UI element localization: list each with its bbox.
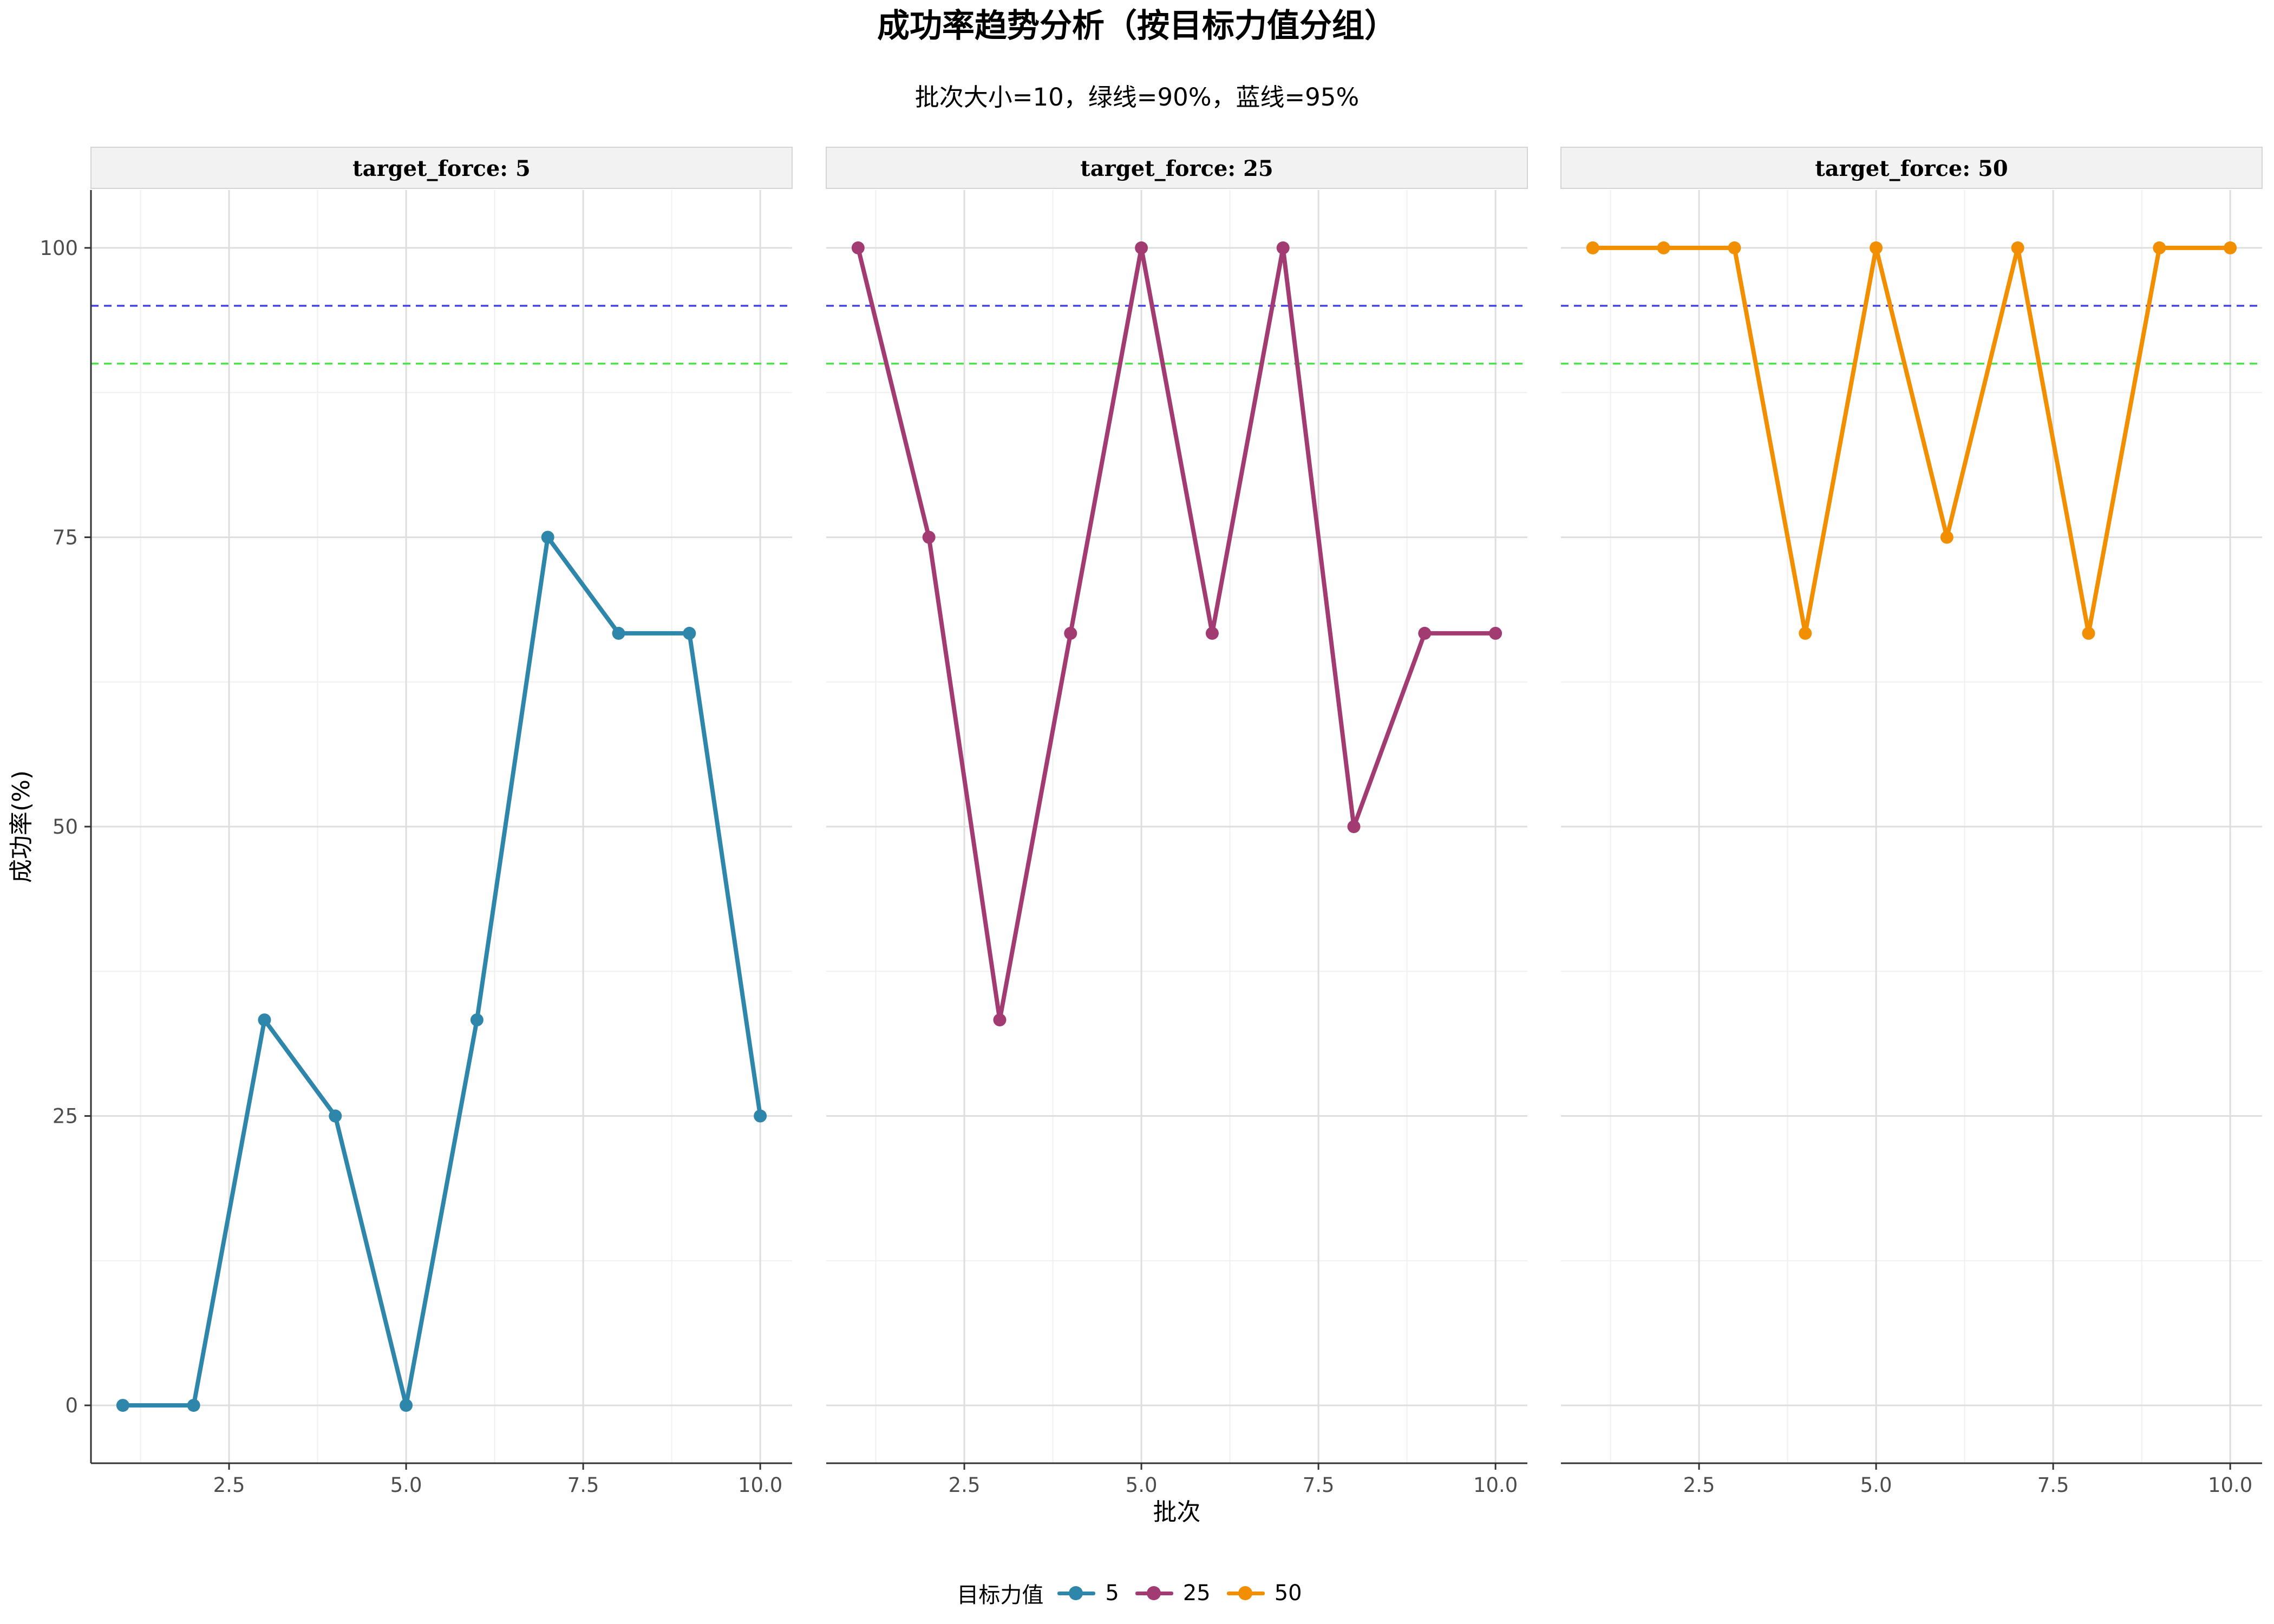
- legend-item-25: 25: [1134, 1581, 1211, 1606]
- legend-key-25: [1134, 1582, 1174, 1604]
- facet-strip: [826, 147, 1528, 189]
- x-axis-title: 批次: [1153, 1498, 1201, 1526]
- x-tick-label: 10.0: [1473, 1474, 1518, 1497]
- data-point-25: [1489, 626, 1502, 640]
- facet-strip-label: target_force: 25: [1080, 156, 1273, 181]
- legend-item-5: 5: [1056, 1581, 1119, 1606]
- data-point-5: [187, 1399, 200, 1412]
- y-tick-label: 50: [53, 815, 78, 839]
- data-point-25: [1276, 241, 1290, 254]
- data-point-50: [1728, 241, 1741, 254]
- x-tick-label: 10.0: [738, 1474, 782, 1497]
- data-point-50: [2224, 241, 2237, 254]
- x-tick-label: 2.5: [213, 1474, 245, 1497]
- data-point-5: [258, 1013, 271, 1027]
- y-tick-label: 25: [53, 1105, 78, 1128]
- legend-key-5: [1056, 1582, 1096, 1604]
- legend-title: 目标力值: [957, 1583, 1044, 1608]
- x-tick-label: 5.0: [390, 1474, 422, 1497]
- chart-title: 成功率趋势分析（按目标力值分组）: [877, 7, 1397, 45]
- y-tick-label: 100: [40, 237, 78, 260]
- data-point-5: [116, 1399, 129, 1412]
- data-point-25: [1064, 626, 1077, 640]
- facet-strip-label: target_force: 50: [1815, 156, 2008, 181]
- data-point-5: [612, 626, 625, 640]
- facet-strip-label: target_force: 5: [352, 156, 531, 181]
- x-tick-label: 2.5: [949, 1474, 981, 1497]
- chart-subtitle: 批次大小=10，绿线=90%，蓝线=95%: [914, 83, 1360, 112]
- data-point-5: [400, 1399, 413, 1412]
- legend-label-5: 5: [1105, 1581, 1119, 1606]
- series-line-25: [855, 245, 1498, 1023]
- data-point-5: [541, 531, 554, 544]
- data-point-5: [470, 1013, 483, 1027]
- y-axis-title: 成功率(%): [8, 770, 35, 883]
- data-point-50: [2153, 241, 2166, 254]
- y-tick-label: 75: [53, 526, 78, 549]
- y-tick-label: 0: [65, 1394, 78, 1417]
- x-tick-label: 2.5: [1683, 1474, 1715, 1497]
- data-point-50: [1657, 241, 1670, 254]
- data-point-5: [329, 1109, 342, 1123]
- data-point-25: [851, 241, 865, 254]
- legend-label-25: 25: [1182, 1581, 1211, 1606]
- data-point-50: [2011, 241, 2024, 254]
- data-point-5: [683, 626, 696, 640]
- data-point-25: [922, 531, 936, 544]
- data-point-25: [1347, 820, 1361, 833]
- legend: 目标力值 5 25 50: [0, 1574, 2274, 1612]
- x-tick-label: 5.0: [1860, 1474, 1892, 1497]
- data-point-50: [2082, 626, 2095, 640]
- legend-key-50: [1226, 1582, 1266, 1604]
- facet-strip: [90, 147, 793, 189]
- data-point-25: [993, 1013, 1007, 1027]
- data-point-50: [1586, 241, 1599, 254]
- data-point-25: [1135, 241, 1148, 254]
- series-line-50: [1590, 245, 2233, 636]
- series-line-5: [120, 535, 763, 1408]
- data-point-25: [1418, 626, 1432, 640]
- data-point-50: [1799, 626, 1812, 640]
- data-point-25: [1205, 626, 1219, 640]
- x-tick-label: 7.5: [567, 1474, 599, 1497]
- x-tick-label: 10.0: [2208, 1474, 2252, 1497]
- data-point-50: [1940, 531, 1953, 544]
- data-point-5: [754, 1109, 767, 1123]
- x-tick-label: 7.5: [2037, 1474, 2069, 1497]
- legend-item-50: 50: [1226, 1581, 1302, 1606]
- legend-label-50: 50: [1274, 1581, 1302, 1606]
- x-tick-label: 7.5: [1303, 1474, 1335, 1497]
- x-tick-label: 5.0: [1126, 1474, 1158, 1497]
- facet-strip: [1560, 147, 2263, 189]
- data-point-50: [1870, 241, 1883, 254]
